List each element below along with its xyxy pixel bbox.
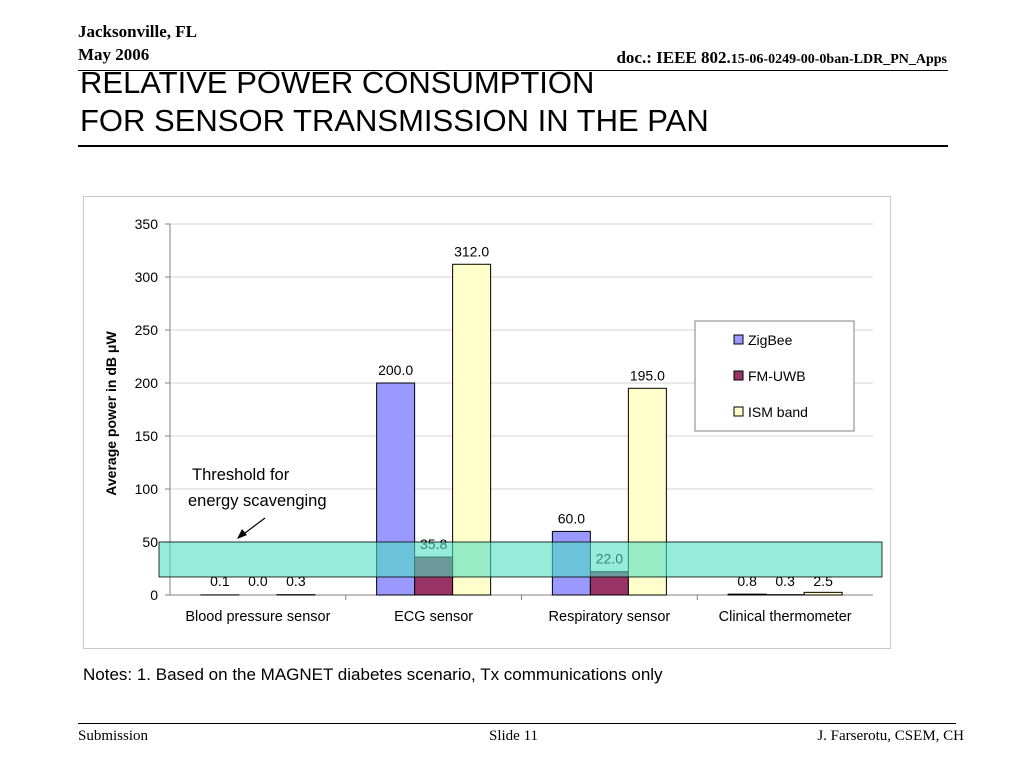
y-axis-label: Average power in dB μW — [103, 331, 119, 496]
header-date: May 2006 — [78, 45, 150, 64]
bar-ism-band — [803, 591, 843, 596]
y-tick-label: 100 — [135, 481, 159, 497]
data-label: 200.0 — [378, 362, 413, 378]
y-tick-label: 150 — [135, 428, 159, 444]
y-tick-label: 250 — [135, 322, 159, 338]
title-rule — [78, 145, 948, 147]
legend-label: ZigBee — [748, 332, 793, 348]
legend-label: FM-UWB — [748, 368, 806, 384]
slide-title: RELATIVE POWER CONSUMPTION FOR SENSOR TR… — [80, 64, 709, 140]
y-tick-label: 0 — [150, 587, 158, 603]
slide-title-line-1: RELATIVE POWER CONSUMPTION — [80, 65, 595, 100]
annotation-line-1: Threshold for — [192, 466, 290, 484]
x-tick-label: ECG sensor — [394, 609, 473, 625]
x-tick-label: Blood pressure sensor — [185, 609, 330, 625]
power-consumption-chart: 0 50 100 150 200 250 300 350 Average power in dB… — [103, 216, 883, 625]
annotation-line-2: energy scavenging — [188, 492, 327, 510]
header-location: Jacksonville, FL — [78, 22, 198, 41]
y-tick-label: 350 — [135, 216, 159, 232]
header-doc-id: doc.: IEEE 802.15-06-0249-00-0ban-LDR_PN… — [616, 48, 947, 70]
footer-author: J. Farserotu, CSEM, CH — [817, 728, 964, 744]
legend-swatch — [733, 334, 744, 345]
x-tick-label: Respiratory sensor — [549, 609, 671, 625]
bar-ism-band — [452, 263, 492, 596]
data-label: 195.0 — [630, 367, 665, 383]
bar-zigbee — [727, 593, 767, 596]
x-tick-label: Clinical thermometer — [719, 609, 852, 625]
footer-rule — [78, 723, 956, 724]
doc-id-suffix: 15-06-0249-00-0ban-LDR_PN_Apps — [730, 52, 947, 67]
notes-text: Notes: 1. Based on the MAGNET diabetes s… — [83, 665, 663, 684]
legend-label: ISM band — [748, 404, 808, 420]
y-tick-label: 200 — [135, 375, 159, 391]
threshold-band — [158, 541, 883, 578]
slide-title-line-2: FOR SENSOR TRANSMISSION IN THE PAN — [80, 103, 709, 138]
footer-submission: Submission — [78, 728, 149, 744]
chart-frame: 0 50 100 150 200 250 300 350 Average power in dB… — [83, 196, 891, 649]
doc-id-prefix: doc.: IEEE 802. — [616, 48, 731, 67]
y-tick-label: 50 — [142, 534, 158, 550]
legend-swatch — [733, 406, 744, 417]
header-rule — [78, 70, 948, 71]
footer-slide-number: Slide 11 — [489, 728, 539, 744]
data-label: 312.0 — [454, 243, 489, 259]
legend-swatch — [733, 370, 744, 381]
legend-box — [694, 320, 855, 432]
annotation-arrowhead — [237, 529, 247, 539]
y-tick-label: 300 — [135, 269, 159, 285]
data-label: 60.0 — [558, 510, 585, 526]
